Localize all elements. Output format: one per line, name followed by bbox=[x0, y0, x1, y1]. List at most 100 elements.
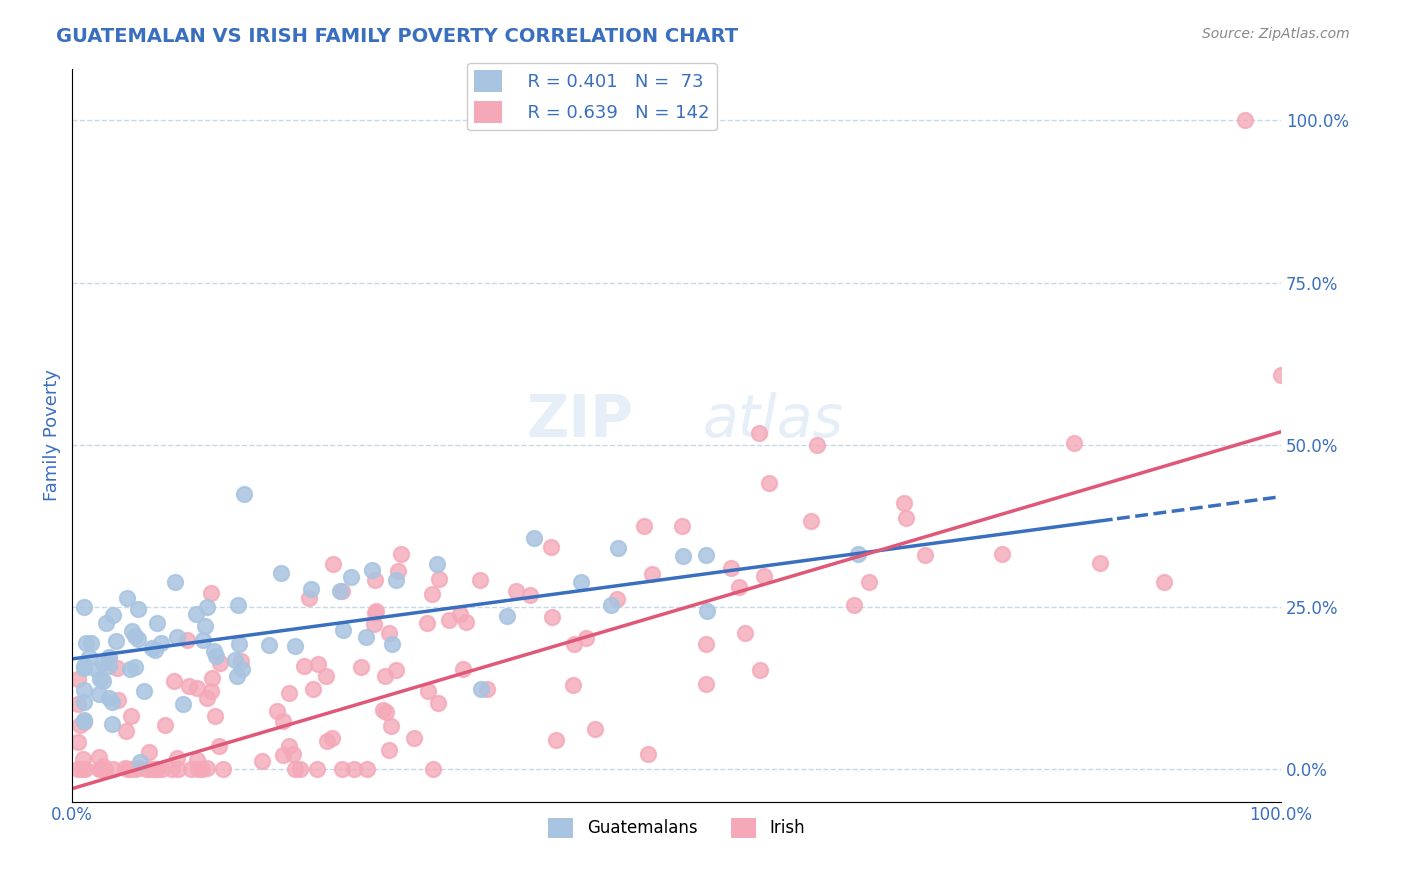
Point bbox=[98, 659, 121, 673]
Point bbox=[454, 615, 477, 630]
Point bbox=[575, 632, 598, 646]
Point bbox=[371, 703, 394, 717]
Point bbox=[98, 650, 121, 665]
Point bbox=[194, 619, 217, 633]
Point bbox=[67, 735, 90, 749]
Point bbox=[378, 626, 401, 640]
Point bbox=[893, 496, 915, 510]
Point bbox=[202, 644, 225, 658]
Point bbox=[316, 734, 339, 748]
Point bbox=[1063, 436, 1085, 450]
Point bbox=[1088, 556, 1111, 570]
Point bbox=[208, 739, 231, 753]
Point bbox=[232, 486, 254, 500]
Point bbox=[422, 762, 444, 776]
Point bbox=[842, 599, 865, 613]
Point bbox=[404, 731, 426, 745]
Point bbox=[695, 677, 717, 691]
Point bbox=[186, 681, 208, 695]
Point bbox=[748, 663, 770, 677]
Point bbox=[127, 761, 149, 775]
Point bbox=[278, 739, 301, 754]
Point bbox=[91, 762, 114, 776]
Point bbox=[523, 531, 546, 545]
Point bbox=[914, 548, 936, 562]
Text: atlas: atlas bbox=[703, 392, 844, 449]
Point bbox=[292, 659, 315, 673]
Point bbox=[228, 637, 250, 651]
Point bbox=[115, 591, 138, 605]
Point bbox=[343, 762, 366, 776]
Point bbox=[321, 731, 343, 746]
Point bbox=[607, 541, 630, 556]
Point bbox=[104, 633, 127, 648]
Point bbox=[67, 762, 90, 776]
Point bbox=[416, 615, 439, 630]
Point bbox=[179, 679, 201, 693]
Point bbox=[73, 762, 96, 776]
Point bbox=[89, 673, 111, 687]
Point bbox=[332, 623, 354, 637]
Point bbox=[226, 669, 249, 683]
Point bbox=[231, 662, 253, 676]
Point bbox=[427, 572, 450, 586]
Point bbox=[569, 574, 592, 589]
Point bbox=[288, 762, 311, 776]
Point bbox=[127, 602, 149, 616]
Point bbox=[315, 669, 337, 683]
Point bbox=[600, 598, 623, 612]
Point bbox=[200, 683, 222, 698]
Point bbox=[195, 690, 218, 705]
Point bbox=[505, 583, 527, 598]
Point bbox=[166, 762, 188, 776]
Point bbox=[212, 762, 235, 776]
Point bbox=[270, 566, 292, 580]
Point bbox=[103, 762, 125, 776]
Point bbox=[124, 762, 146, 776]
Point bbox=[846, 547, 869, 561]
Point bbox=[166, 631, 188, 645]
Point bbox=[720, 561, 742, 575]
Point bbox=[633, 518, 655, 533]
Point bbox=[117, 762, 139, 776]
Point bbox=[200, 585, 222, 599]
Point bbox=[180, 762, 202, 776]
Point bbox=[281, 747, 304, 762]
Point bbox=[75, 635, 97, 649]
Point bbox=[105, 661, 128, 675]
Point bbox=[385, 573, 408, 587]
Point bbox=[284, 762, 307, 776]
Point bbox=[271, 714, 294, 728]
Point bbox=[186, 607, 208, 621]
Point bbox=[114, 761, 136, 775]
Point bbox=[250, 754, 273, 768]
Point bbox=[143, 762, 166, 776]
Point bbox=[80, 636, 103, 650]
Point bbox=[858, 575, 880, 590]
Y-axis label: Family Poverty: Family Poverty bbox=[44, 369, 60, 501]
Point bbox=[470, 682, 492, 697]
Point bbox=[73, 713, 96, 727]
Point bbox=[91, 762, 114, 776]
Point bbox=[97, 690, 120, 705]
Point bbox=[748, 426, 770, 441]
Point bbox=[277, 686, 299, 700]
Point bbox=[150, 635, 173, 649]
Point bbox=[298, 591, 321, 606]
Point bbox=[150, 762, 173, 776]
Point bbox=[475, 682, 498, 697]
Point bbox=[695, 548, 717, 562]
Point bbox=[562, 678, 585, 692]
Point bbox=[67, 697, 90, 711]
Point bbox=[380, 719, 402, 733]
Point bbox=[97, 651, 120, 665]
Point bbox=[420, 587, 443, 601]
Point bbox=[389, 548, 412, 562]
Text: ZIP: ZIP bbox=[526, 392, 633, 449]
Point bbox=[135, 762, 157, 776]
Point bbox=[672, 549, 695, 563]
Point bbox=[449, 607, 471, 621]
Point bbox=[496, 609, 519, 624]
Point bbox=[257, 638, 280, 652]
Point bbox=[101, 608, 124, 623]
